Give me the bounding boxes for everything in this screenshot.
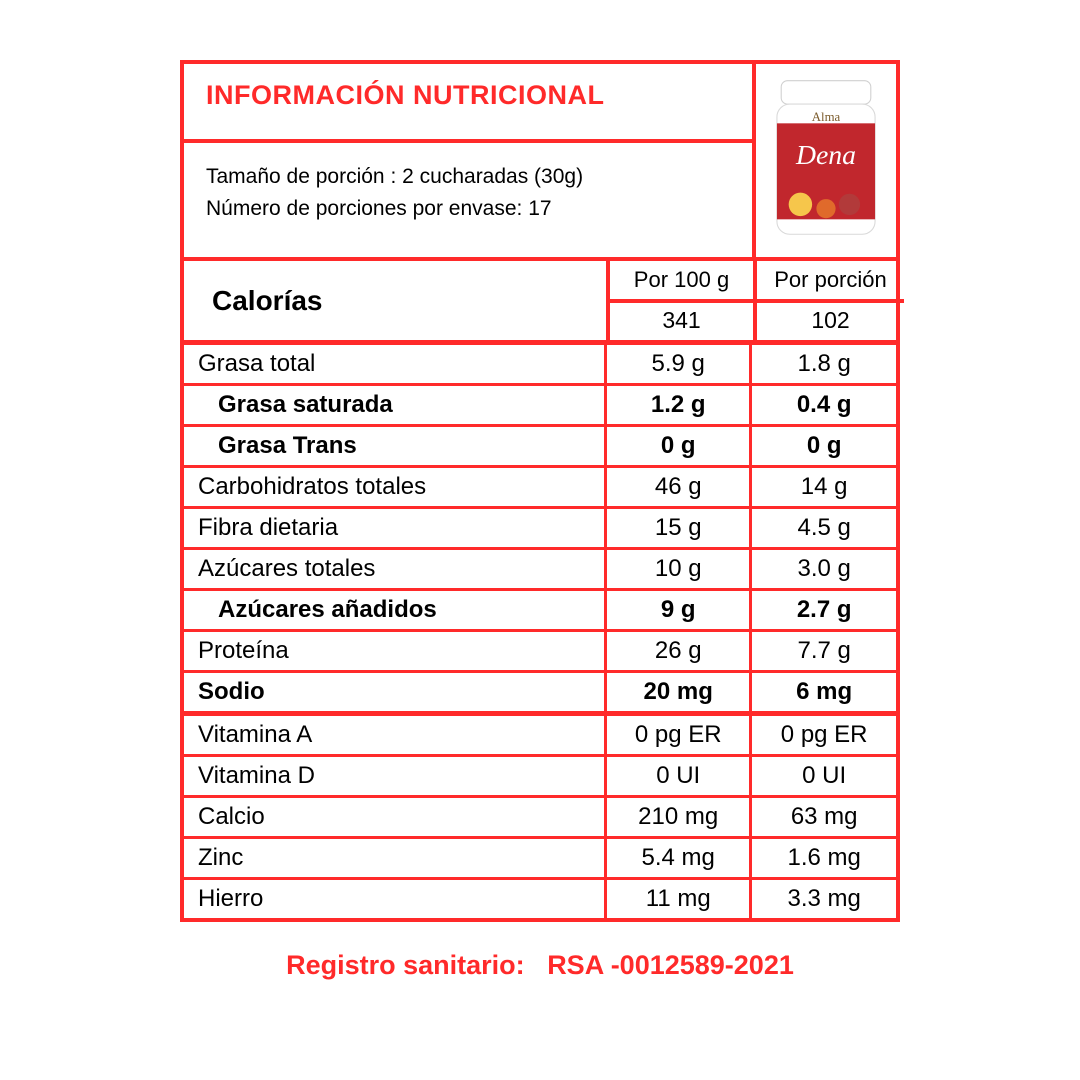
nutrient-name: Grasa saturada	[184, 385, 606, 426]
product-image: Alma Dena	[756, 64, 896, 257]
nutrient-name: Calcio	[184, 797, 606, 838]
nutrient-name: Vitamina D	[184, 756, 606, 797]
svg-text:Dena: Dena	[795, 139, 856, 170]
nutrient-per100: 20 mg	[606, 672, 751, 714]
nutrient-per100: 1.2 g	[606, 385, 751, 426]
sanitary-registration-value: RSA -0012589-2021	[547, 950, 794, 980]
nutrient-perserv: 4.5 g	[751, 508, 896, 549]
nutrient-per100: 26 g	[606, 631, 751, 672]
svg-text:Alma: Alma	[812, 110, 841, 124]
table-row: Azúcares añadidos9 g2.7 g	[184, 590, 896, 631]
nutrient-perserv: 0.4 g	[751, 385, 896, 426]
nutrition-panel: INFORMACIÓN NUTRICIONAL Tamaño de porció…	[180, 60, 900, 922]
table-row: Hierro11 mg3.3 mg	[184, 879, 896, 919]
table-row: Grasa Trans0 g0 g	[184, 426, 896, 467]
nutrient-per100: 0 UI	[606, 756, 751, 797]
nutrient-name: Sodio	[184, 672, 606, 714]
servings-per-container-label: Número de porciones por envase:	[206, 197, 522, 220]
nutrient-perserv: 0 pg ER	[751, 714, 896, 756]
nutrient-per100: 15 g	[606, 508, 751, 549]
nutrient-perserv: 2.7 g	[751, 590, 896, 631]
nutrient-name: Azúcares añadidos	[184, 590, 606, 631]
nutrient-name: Hierro	[184, 879, 606, 919]
nutrition-table-body: Grasa total5.9 g1.8 gGrasa saturada1.2 g…	[184, 343, 896, 919]
table-row: Calcio210 mg63 mg	[184, 797, 896, 838]
calories-perserv: 102	[757, 303, 904, 340]
column-header-perserv: Por porción	[757, 261, 904, 303]
nutrient-name: Fibra dietaria	[184, 508, 606, 549]
table-row: Sodio20 mg6 mg	[184, 672, 896, 714]
table-row: Vitamina D0 UI0 UI	[184, 756, 896, 797]
serving-size-label: Tamaño de porción :	[206, 165, 396, 188]
nutrient-perserv: 63 mg	[751, 797, 896, 838]
nutrient-perserv: 14 g	[751, 467, 896, 508]
nutrition-table: Grasa total5.9 g1.8 gGrasa saturada1.2 g…	[184, 340, 896, 918]
nutrient-name: Azúcares totales	[184, 549, 606, 590]
nutrient-perserv: 1.8 g	[751, 343, 896, 385]
nutrient-per100: 9 g	[606, 590, 751, 631]
nutrient-per100: 5.9 g	[606, 343, 751, 385]
table-row: Proteína26 g7.7 g	[184, 631, 896, 672]
nutrient-per100: 10 g	[606, 549, 751, 590]
serving-size-value: 2 cucharadas (30g)	[402, 165, 583, 188]
nutrient-name: Grasa Trans	[184, 426, 606, 467]
table-row: Zinc5.4 mg1.6 mg	[184, 838, 896, 879]
servings-per-container-value: 17	[528, 197, 551, 220]
nutrient-perserv: 1.6 mg	[751, 838, 896, 879]
nutrient-perserv: 7.7 g	[751, 631, 896, 672]
sanitary-registration: Registro sanitario: RSA -0012589-2021	[286, 950, 794, 981]
panel-header: INFORMACIÓN NUTRICIONAL Tamaño de porció…	[184, 64, 896, 257]
nutrient-per100: 46 g	[606, 467, 751, 508]
nutrient-perserv: 3.3 mg	[751, 879, 896, 919]
calories-label: Calorías	[184, 261, 610, 340]
calories-row: Calorías Por 100 g Por porción 341 102	[184, 257, 896, 340]
table-row: Vitamina A0 pg ER0 pg ER	[184, 714, 896, 756]
nutrient-perserv: 0 UI	[751, 756, 896, 797]
nutrient-perserv: 6 mg	[751, 672, 896, 714]
nutrient-per100: 11 mg	[606, 879, 751, 919]
nutrient-name: Carbohidratos totales	[184, 467, 606, 508]
table-row: Azúcares totales10 g3.0 g	[184, 549, 896, 590]
nutrient-perserv: 3.0 g	[751, 549, 896, 590]
panel-title: INFORMACIÓN NUTRICIONAL	[184, 64, 756, 143]
nutrient-name: Proteína	[184, 631, 606, 672]
serving-info: Tamaño de porción : 2 cucharadas (30g) N…	[184, 143, 756, 258]
nutrient-per100: 0 g	[606, 426, 751, 467]
nutrient-per100: 5.4 mg	[606, 838, 751, 879]
product-container-icon: Alma Dena	[762, 70, 890, 251]
table-row: Grasa saturada1.2 g0.4 g	[184, 385, 896, 426]
nutrient-name: Grasa total	[184, 343, 606, 385]
sanitary-registration-label: Registro sanitario:	[286, 950, 525, 980]
column-header-per100: Por 100 g	[610, 261, 757, 303]
calories-per100: 341	[610, 303, 757, 340]
nutrient-perserv: 0 g	[751, 426, 896, 467]
nutrient-per100: 0 pg ER	[606, 714, 751, 756]
nutrient-name: Vitamina A	[184, 714, 606, 756]
nutrient-name: Zinc	[184, 838, 606, 879]
table-row: Fibra dietaria15 g4.5 g	[184, 508, 896, 549]
table-row: Grasa total5.9 g1.8 g	[184, 343, 896, 385]
table-row: Carbohidratos totales46 g14 g	[184, 467, 896, 508]
nutrient-per100: 210 mg	[606, 797, 751, 838]
